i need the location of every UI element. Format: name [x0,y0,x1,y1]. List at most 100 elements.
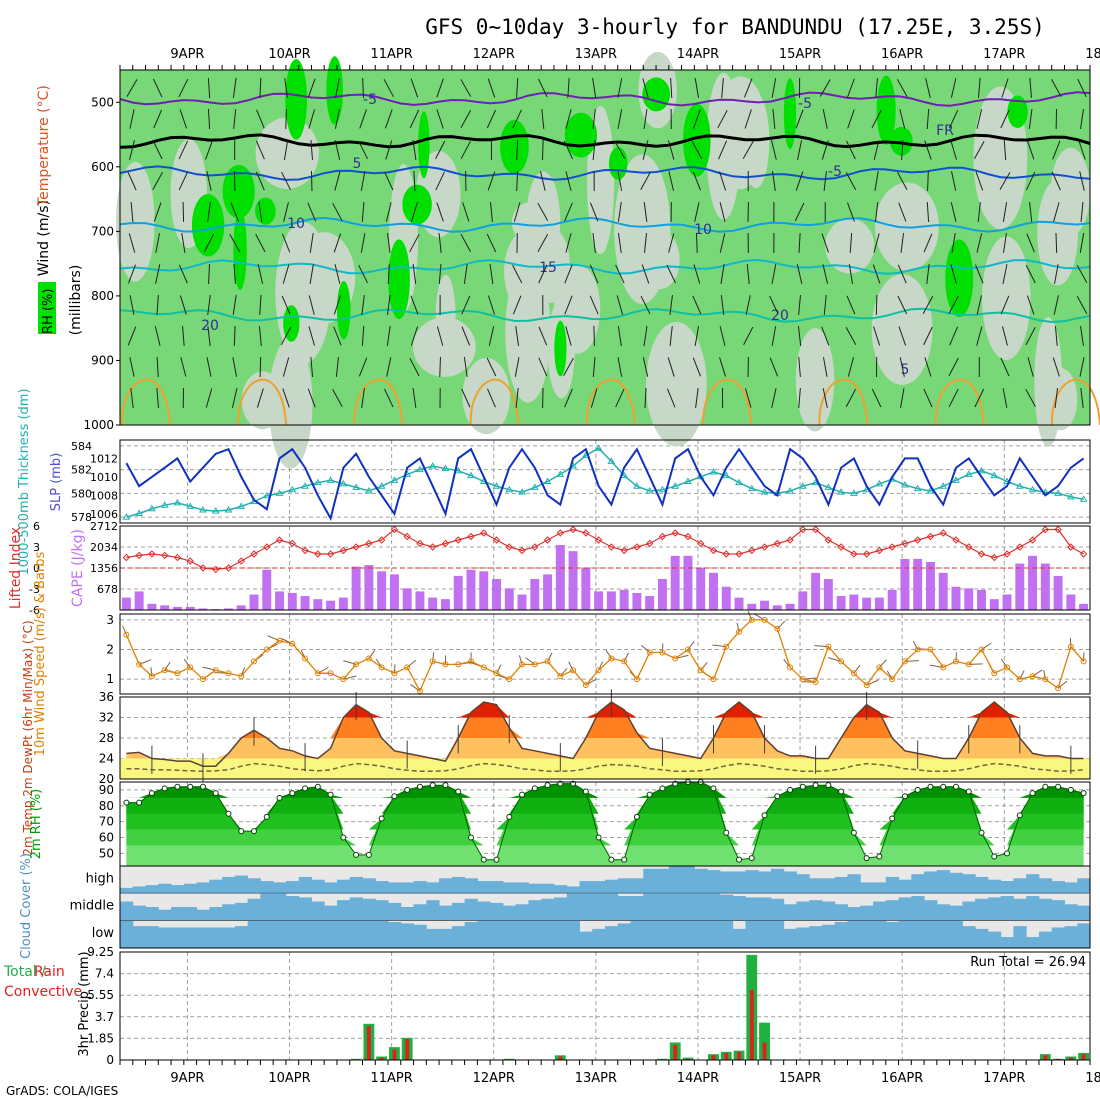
wind10-point [978,646,985,653]
cloud-bar [477,901,491,921]
wind-barb [436,109,444,129]
rh2m-point [506,813,513,820]
rh2m-point [774,793,781,800]
wind-barb [332,388,343,408]
wind-barb [1025,389,1036,407]
precip-conv-bar [558,1056,563,1060]
wind-barb [977,202,981,222]
wind10-point [544,658,551,665]
wind10-point [710,676,717,683]
cloud-bar [145,907,159,921]
wind10-point [391,670,398,677]
contour-label: 10 [694,222,712,238]
li-point [441,539,450,548]
slp-axis-label: SLP (mb) [49,453,64,512]
cloud-bar [566,920,580,948]
wind-barb [179,109,188,129]
wind-barb [900,388,905,408]
li-point [250,550,258,558]
cloud-bar [783,904,797,921]
wind-barb [230,202,239,222]
wind-barb [207,77,211,99]
thickness-point [211,507,220,514]
wind-barb [310,139,313,161]
cloud-bar [349,920,363,948]
cape-bar [134,591,144,610]
cloud-bar [1064,904,1078,921]
cloud-bar [809,900,823,921]
cloud-bar [694,868,708,894]
temp-tick-label: 28 [99,731,114,745]
wind-barb [203,233,215,253]
wind-barb [334,264,341,284]
thickness-point [1054,489,1062,496]
wind-barb [512,109,522,129]
thickness-point [913,484,922,492]
rh2m-point [825,782,832,789]
precip-conv-bar [686,1058,690,1060]
li-point [1054,525,1062,534]
wind-barb [438,263,442,285]
cape-bar [428,597,438,610]
date-label-top: 15APR [779,47,821,62]
cape-bar [377,571,387,610]
wind-barb [182,325,185,347]
cloud-bar [132,905,147,921]
li-point [735,550,743,558]
wind-barb [592,356,596,378]
wind-barb [281,295,291,315]
wind-barb [436,78,444,98]
wind-barb [769,357,779,377]
thickness-point [326,476,335,483]
wind-barb [1052,357,1060,377]
wind-barb [717,109,728,129]
wind-barb [463,357,468,377]
wind-barb [898,202,907,222]
wind-barb [461,388,471,408]
cloud-bar [809,878,823,894]
cloud-bar [375,920,389,948]
rh2m-point [838,788,845,795]
cloud-bar [834,876,848,894]
rh-shading-low [1044,368,1078,431]
wind-barb [361,201,365,223]
cloud-bar [196,927,210,948]
li-point [901,539,909,548]
cloud-bar [324,882,338,894]
precip-total-bar [350,1058,362,1060]
wind-barb [285,108,287,130]
cloud-bar [809,926,823,948]
cloud-bar [528,883,542,894]
cloud-bar [758,897,772,921]
cape-bar [236,605,246,610]
wind10-point [850,670,857,677]
cloud-bar [936,870,951,894]
cloud-bar [171,927,185,948]
wind-barb [564,295,573,315]
wind-barb [486,233,497,253]
thickness-point [977,466,986,474]
wind-barb [900,233,905,253]
wind-barb [771,78,777,98]
wind-barb [307,78,316,98]
wind-barb [438,233,442,253]
wind-barb [871,388,882,408]
rh2m-point [736,856,743,863]
wind-barb [539,171,546,191]
wind10-point [914,646,921,653]
wind10-barb [955,652,957,662]
cloud-bar [975,928,989,948]
thickness-point [760,488,769,495]
rh2m-point [148,790,155,797]
wind-barb [409,109,420,129]
cloud-bar [273,920,287,948]
chart-title: GFS 0~10day 3-hourly for BANDUNDU (17.25… [425,15,1045,39]
rh-shading-low [1037,179,1078,286]
wind10-point [736,628,743,635]
wind-barb [897,295,908,315]
wind10-barb [1043,670,1046,680]
wind-barb [334,140,341,160]
isotherm-warm [469,378,520,426]
cloud-bar [630,878,644,894]
precip-conv-bar [366,1026,371,1060]
